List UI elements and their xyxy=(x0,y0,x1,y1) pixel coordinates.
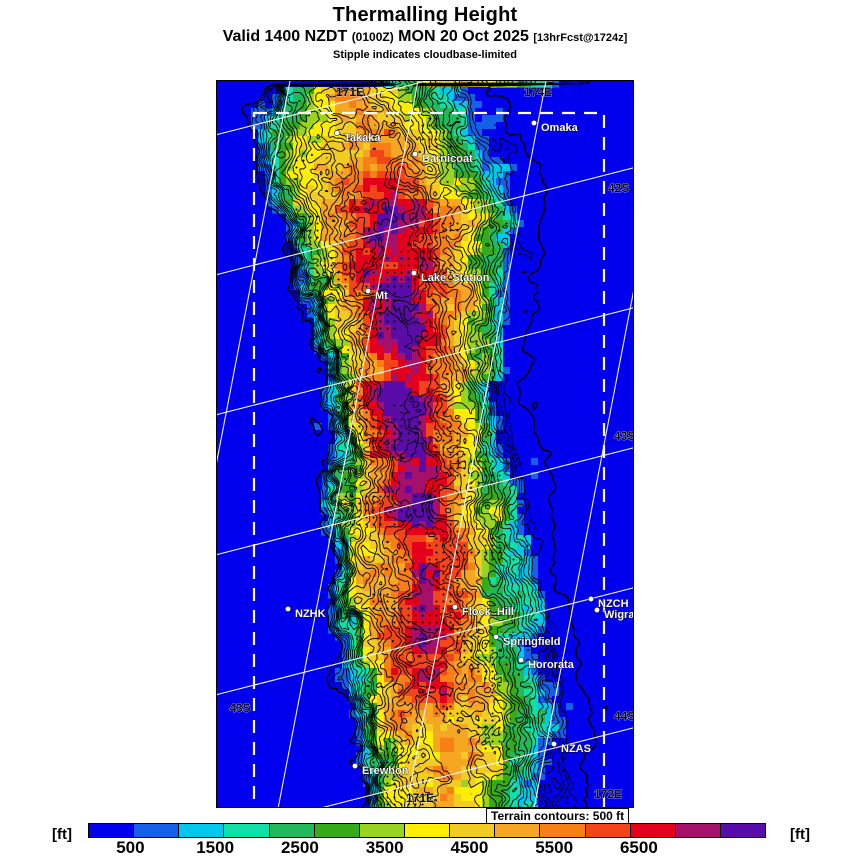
colorbar-segment xyxy=(585,824,631,837)
place-marker[interactable]: NZAS xyxy=(551,741,591,755)
colorbar-segment xyxy=(359,824,405,837)
colorbar-tick-label: 2500 xyxy=(280,838,319,857)
colorbar-segment xyxy=(630,824,676,837)
place-marker[interactable]: Flock_Hill xyxy=(452,604,514,618)
colorbar-tick-label: 1500 xyxy=(196,838,235,857)
map-canvas[interactable]: Takaka Omaka Barnicoat Lake_Station Mt NZHK Fl… xyxy=(216,80,634,808)
graticule-labels: 171E174E41S42S42S43S43S44S171E172E xyxy=(229,85,634,806)
terrain-contours xyxy=(251,81,581,807)
graticule-label: 43S xyxy=(614,429,634,443)
place-marker[interactable]: Wigram xyxy=(594,607,634,621)
place-label: NZCH xyxy=(598,598,629,610)
place-marker[interactable]: Takaka xyxy=(334,130,382,144)
valid-time-line: Valid 1400 NZDT (0100Z) MON 20 Oct 2025 … xyxy=(0,27,850,48)
place-label: Hororata xyxy=(528,659,575,671)
place-label: Erewhon xyxy=(362,765,409,777)
valid-date: MON 20 Oct 2025 xyxy=(398,28,529,45)
colorbar-unit-left: [ft] xyxy=(52,826,72,843)
forecast-tag: [13hrFcst@1724z] xyxy=(533,32,628,44)
place-label: Omaka xyxy=(541,122,579,134)
colorbar-segment xyxy=(450,824,496,837)
colorbar-tick-label: 6500 xyxy=(619,838,658,857)
graticule-label: 174E xyxy=(524,85,552,99)
place-marker[interactable]: Erewhon xyxy=(352,763,409,777)
colorbar-segment xyxy=(404,824,451,837)
place-label: Mt xyxy=(375,290,388,302)
coastline xyxy=(241,81,609,807)
place-label: Springfield xyxy=(503,636,560,648)
place-marker[interactable]: NZCH xyxy=(588,596,629,610)
colorbar-unit-right: [ft] xyxy=(790,826,810,843)
place-marker[interactable]: Lake_Station xyxy=(411,270,490,284)
chart-header: Thermalling Height Valid 1400 NZDT (0100… xyxy=(0,0,850,62)
colorbar-segment xyxy=(224,824,270,837)
map-frame xyxy=(216,80,634,808)
graticule-label: 171E xyxy=(336,85,364,99)
graticule-label: 42S xyxy=(608,181,629,195)
graticule-label: 171E xyxy=(406,791,434,805)
place-marker[interactable]: NZHK xyxy=(285,606,326,620)
colorbar-segment xyxy=(314,824,360,837)
place-label: Barnicoat xyxy=(422,153,473,165)
graticule-label: 43S xyxy=(229,701,250,715)
model-domain-box xyxy=(252,111,606,807)
place-marker[interactable]: Mt xyxy=(365,288,389,302)
colorbar[interactable] xyxy=(88,823,766,838)
colorbar-segment xyxy=(89,824,135,837)
place-marker[interactable]: Hororata xyxy=(518,657,575,671)
place-label: NZHK xyxy=(295,608,326,620)
graticule-label: 44S xyxy=(614,709,634,723)
colorbar-segment xyxy=(179,824,225,837)
colorbar-tick-label: 500 xyxy=(116,838,145,857)
place-label: Lake_Station xyxy=(421,272,490,284)
colorbar-segment xyxy=(675,824,721,837)
colorbar-segment xyxy=(495,824,541,837)
colorbar-tick-label: 4500 xyxy=(450,838,489,857)
colorbar-segment xyxy=(540,824,586,837)
place-label: Flock_Hill xyxy=(462,606,514,618)
page-title: Thermalling Height xyxy=(332,4,518,26)
colorbar-tick-label: 5500 xyxy=(535,838,574,857)
place-markers[interactable]: Takaka Omaka Barnicoat Lake_Station Mt NZHK Fl… xyxy=(285,120,634,777)
stipple-note: Stipple indicates cloudbase-limited xyxy=(333,49,517,61)
place-marker[interactable]: Omaka xyxy=(531,120,579,134)
valid-prefix: Valid 1400 NZDT xyxy=(222,28,348,45)
place-label: NZAS xyxy=(561,743,591,755)
valid-utc: (0100Z) xyxy=(351,30,394,44)
graticule-label: 172E xyxy=(594,787,622,801)
place-label: Takaka xyxy=(344,132,381,144)
place-marker[interactable]: Springfield xyxy=(493,634,561,648)
forecast-map[interactable]: Takaka Omaka Barnicoat Lake_Station Mt NZHK Fl… xyxy=(216,80,634,808)
colorbar-tick-label: 3500 xyxy=(365,838,404,857)
colorbar-segment xyxy=(269,824,315,837)
place-marker[interactable]: Barnicoat xyxy=(412,151,473,165)
colorbar-segment xyxy=(720,824,766,837)
place-label: Wigram xyxy=(604,609,634,621)
colorbar-segment xyxy=(134,824,180,837)
